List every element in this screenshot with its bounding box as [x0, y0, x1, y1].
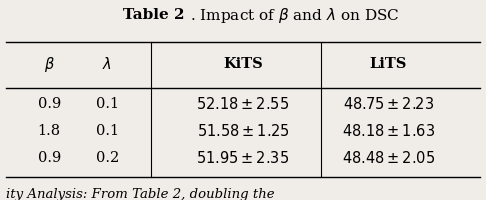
Text: 0.2: 0.2	[96, 151, 119, 165]
Text: $\beta$: $\beta$	[44, 55, 54, 74]
Text: 1.8: 1.8	[37, 124, 61, 138]
Text: . Impact of $\beta$ and $\lambda$ on DSC: . Impact of $\beta$ and $\lambda$ on DSC	[190, 6, 399, 25]
Text: $52.18 \pm 2.55$: $52.18 \pm 2.55$	[196, 96, 290, 112]
Text: $48.75 \pm 2.23$: $48.75 \pm 2.23$	[343, 96, 434, 112]
Text: $48.48 \pm 2.05$: $48.48 \pm 2.05$	[342, 150, 435, 166]
Text: 0.9: 0.9	[37, 97, 61, 111]
Text: LiTS: LiTS	[370, 57, 407, 71]
Text: ity Analysis: From Table 2, doubling the: ity Analysis: From Table 2, doubling the	[5, 188, 274, 200]
Text: $51.95 \pm 2.35$: $51.95 \pm 2.35$	[196, 150, 290, 166]
Text: 0.1: 0.1	[96, 97, 119, 111]
Text: $\lambda$: $\lambda$	[103, 56, 112, 72]
Text: KiTS: KiTS	[223, 57, 263, 71]
Text: $48.18 \pm 1.63$: $48.18 \pm 1.63$	[342, 123, 435, 139]
Text: $51.58 \pm 1.25$: $51.58 \pm 1.25$	[197, 123, 289, 139]
Text: 0.1: 0.1	[96, 124, 119, 138]
Text: Table 2: Table 2	[123, 8, 185, 22]
Text: 0.9: 0.9	[37, 151, 61, 165]
